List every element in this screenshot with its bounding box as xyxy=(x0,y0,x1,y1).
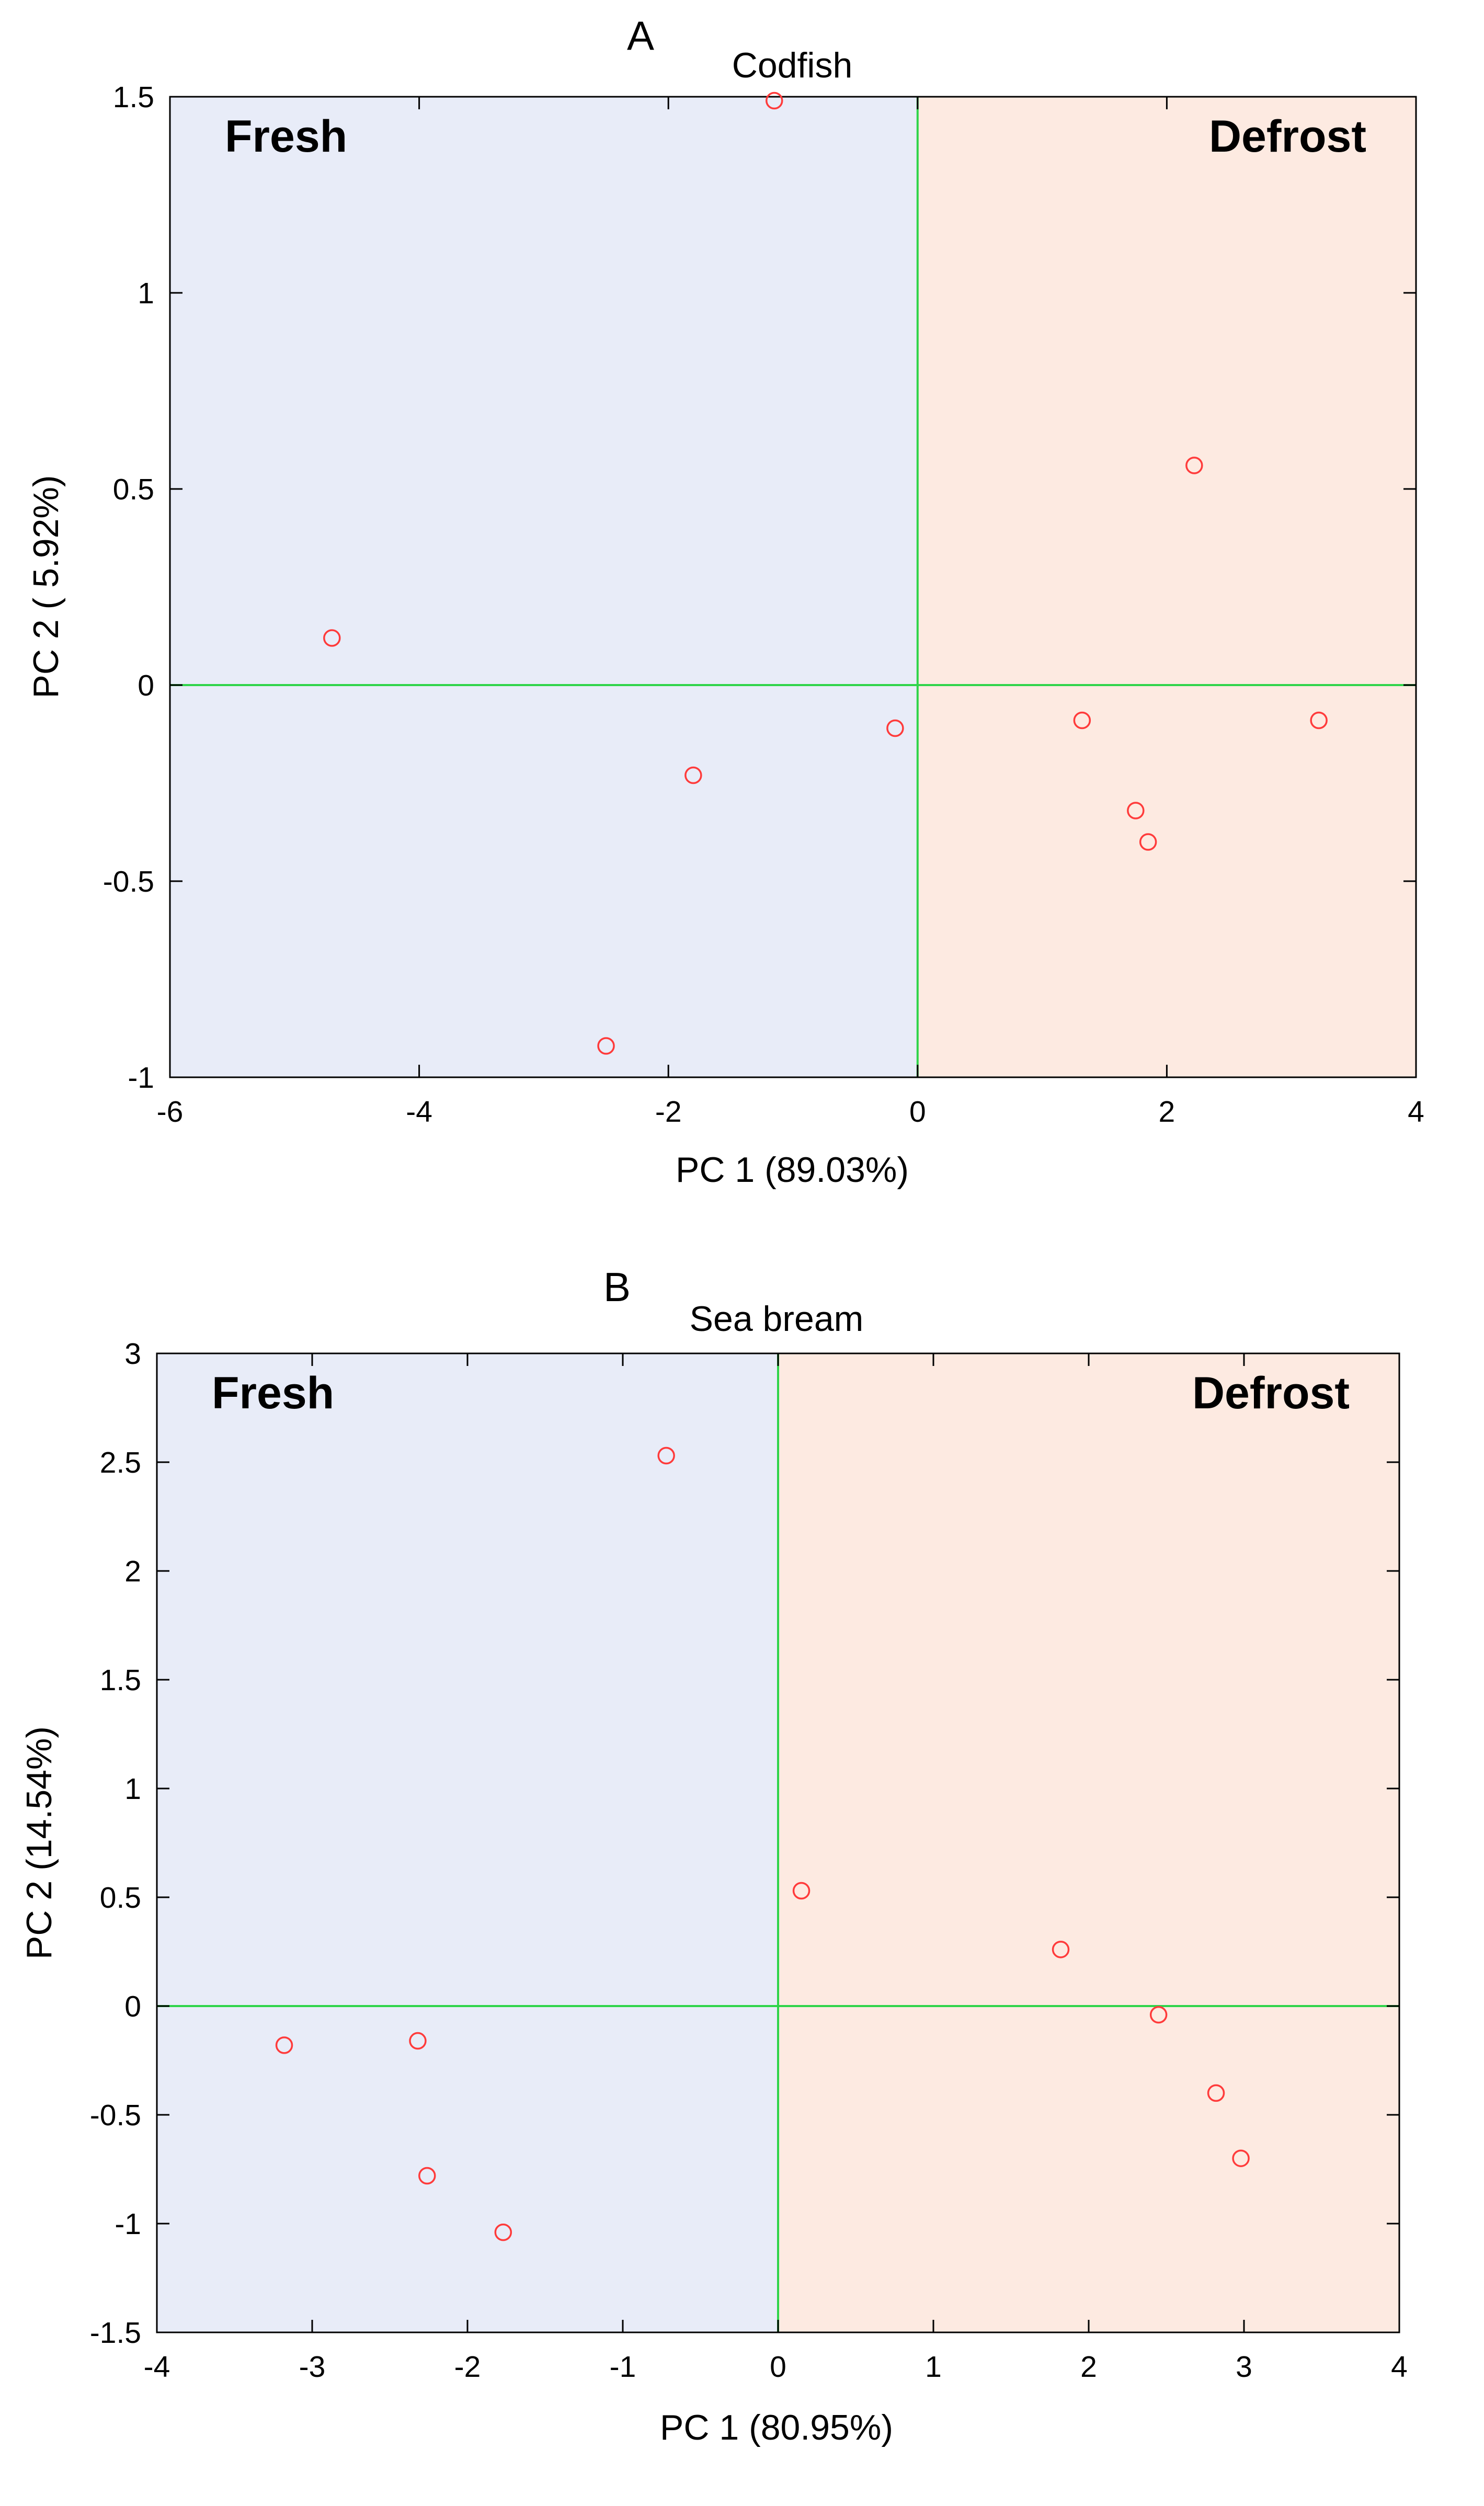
chart-b-xtick-label: -1 xyxy=(610,2350,636,2384)
chart-b-xtick-label: 1 xyxy=(925,2350,942,2384)
chart-a-data-point xyxy=(766,92,783,110)
chart-b-x-axis-label: PC 1 (80.95%) xyxy=(660,2408,893,2447)
chart-a-data-point xyxy=(323,629,341,647)
chart-a-xtick-label: 0 xyxy=(909,1095,926,1129)
chart-a-ytick-label: -1 xyxy=(128,1061,154,1095)
chart-a-title: Codfish xyxy=(732,45,853,85)
chart-a-data-point xyxy=(1127,802,1145,819)
chart-b-panel-letter: B xyxy=(603,1264,631,1310)
chart-b-ytick-label: 3 xyxy=(124,1337,141,1371)
chart-a-xtick-label: 4 xyxy=(1408,1095,1424,1129)
chart-b-region-defrost xyxy=(778,1353,1399,2332)
chart-a-data-point xyxy=(684,766,702,784)
chart-a-region-label-fresh: Fresh xyxy=(225,111,347,162)
chart-a-data-point xyxy=(1185,457,1203,474)
chart-b-title: Sea bream xyxy=(690,1299,864,1339)
chart-b-ytick-label: 2 xyxy=(124,1555,141,1588)
chart-b-region-label-fresh: Fresh xyxy=(212,1368,334,1418)
chart-a-xtick-label: 2 xyxy=(1159,1095,1175,1129)
chart-b-data-point xyxy=(418,2167,436,2185)
chart-a-ytick-label: 0 xyxy=(138,669,154,702)
chart-a-xtick-label: -4 xyxy=(406,1095,432,1129)
chart-b-ytick-label: 0.5 xyxy=(100,1881,141,1915)
chart-b-ytick-label: -1 xyxy=(115,2207,141,2241)
chart-b-xtick-label: -2 xyxy=(454,2350,481,2384)
chart-b-ytick-label: -0.5 xyxy=(90,2099,141,2132)
chart-a-data-point xyxy=(597,1037,615,1055)
chart-b-data-point xyxy=(1052,1941,1070,1958)
chart-a-xtick-label: -6 xyxy=(157,1095,184,1129)
chart-b-xtick-label: -4 xyxy=(144,2350,170,2384)
chart-a-data-point xyxy=(1310,711,1328,730)
chart-b-data-point xyxy=(409,2032,427,2050)
chart-a-data-point xyxy=(886,719,904,737)
chart-a-data-point xyxy=(1073,711,1091,730)
chart-b-data-point xyxy=(1232,2149,1250,2167)
chart-a-data-point xyxy=(1139,833,1157,851)
chart-a-panel: Fresh Defrost -6 -4 -2 0 2 4 -1 -0.5 0 0.5 1 1.5 A Codf… xyxy=(26,13,1424,1190)
chart-a-ytick-label: 1 xyxy=(138,277,154,310)
chart-b-xtick-label: 3 xyxy=(1236,2350,1252,2384)
chart-b-ytick-label: 1 xyxy=(124,1772,141,1806)
chart-a-region-label-defrost: Defrost xyxy=(1209,111,1366,162)
chart-b-panel: Fresh Defrost -4 -3 -2 -1 0 1 2 3 4 -1.5 -1 -0.5 0 0.5 1… xyxy=(19,1264,1408,2447)
chart-a-ytick-label: 0.5 xyxy=(113,473,154,506)
chart-a-ytick-label: -0.5 xyxy=(103,865,154,898)
chart-b-xtick-label: 2 xyxy=(1080,2350,1097,2384)
chart-a-xtick-label: -2 xyxy=(655,1095,682,1129)
chart-b-ytick-label: 2.5 xyxy=(100,1446,141,1479)
chart-b-ytick-label: -1.5 xyxy=(90,2316,141,2350)
chart-b-y-axis-label: PC 2 (14.54%) xyxy=(19,1726,59,1960)
chart-b-data-point xyxy=(792,1882,811,1900)
chart-b-data-point xyxy=(1149,2006,1168,2024)
chart-b-data-point xyxy=(657,1446,675,1465)
chart-b-region-fresh xyxy=(157,1353,778,2332)
chart-b-ytick-label: 0 xyxy=(124,1990,141,2023)
chart-a-panel-letter: A xyxy=(627,13,654,59)
chart-b-data-point xyxy=(1207,2084,1225,2102)
chart-a-region-fresh xyxy=(170,97,918,1077)
chart-b-ytick-label: 1.5 xyxy=(100,1664,141,1697)
chart-a-ytick-label: 1.5 xyxy=(113,81,154,114)
chart-a-axes-frame xyxy=(169,96,1417,1078)
chart-a-y-axis-label: PC 2 ( 5.92%) xyxy=(26,475,66,698)
chart-b-xtick-label: 0 xyxy=(770,2350,786,2384)
chart-b-region-label-defrost: Defrost xyxy=(1192,1368,1350,1418)
chart-b-data-point xyxy=(494,2223,512,2241)
chart-b-xtick-label: -3 xyxy=(299,2350,326,2384)
chart-b-xtick-label: 4 xyxy=(1391,2350,1408,2384)
chart-a-x-axis-label: PC 1 (89.03%) xyxy=(676,1150,909,1190)
chart-b-data-point xyxy=(275,2036,293,2054)
chart-a-region-defrost xyxy=(917,97,1416,1077)
